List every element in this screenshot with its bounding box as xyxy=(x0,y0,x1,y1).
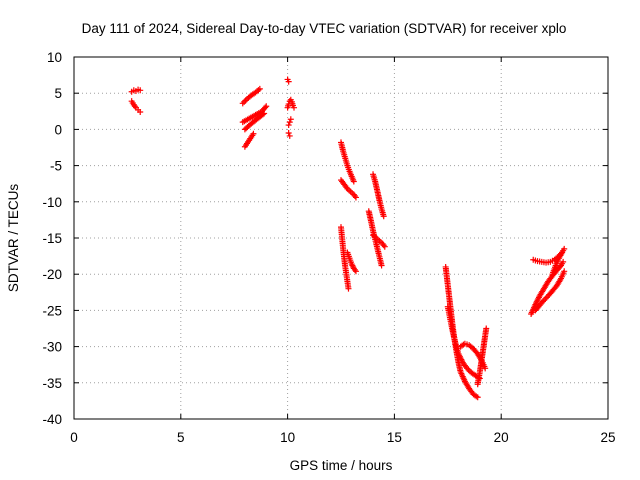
data-point xyxy=(474,394,481,401)
y-axis-label: SDTVAR / TECUs xyxy=(6,184,21,293)
y-tick-label: -5 xyxy=(50,159,62,174)
data-point xyxy=(286,132,293,139)
data-point xyxy=(560,258,567,265)
data-point-interp xyxy=(241,98,248,105)
data-point xyxy=(483,325,490,332)
data-point xyxy=(250,130,257,137)
series-arc-4d xyxy=(344,249,359,275)
series-arc-7d xyxy=(549,245,568,278)
series-arc-7a xyxy=(528,258,567,318)
series-arc-2c xyxy=(241,110,268,133)
data-point xyxy=(381,243,388,250)
x-tick-label: 0 xyxy=(70,430,78,445)
data-point xyxy=(350,178,357,185)
data-point xyxy=(285,130,292,137)
series-arc-7c xyxy=(532,268,568,314)
data-point xyxy=(291,104,298,111)
data-point xyxy=(137,87,144,94)
x-tick-label: 20 xyxy=(494,430,509,445)
series-arc-3a xyxy=(284,96,298,111)
series-arc-4a xyxy=(338,139,357,185)
data-point xyxy=(285,78,292,85)
x-axis-label: GPS time / hours xyxy=(290,458,393,473)
series-arc-2a xyxy=(239,85,263,107)
data-point xyxy=(285,122,292,129)
data-point xyxy=(256,85,263,92)
series-arc-4b xyxy=(338,177,359,201)
series-arc-3d xyxy=(285,130,293,139)
series-arc-5c xyxy=(370,232,388,250)
axis-ticks: 0 5 10 15 20 25 10 5 0 -5 -10 -15 -20 -25 -30 -35 -40 xyxy=(42,50,615,445)
data-point xyxy=(239,100,246,107)
y-tick-label: -20 xyxy=(42,267,62,282)
data-point-interp xyxy=(259,111,266,118)
data-points xyxy=(128,76,568,401)
data-point xyxy=(287,116,294,123)
data-point xyxy=(561,268,568,275)
series-arc-6a xyxy=(442,263,481,401)
y-tick-label: 10 xyxy=(47,50,62,65)
series-arc-2d xyxy=(241,130,257,150)
y-tick-label: -30 xyxy=(42,340,62,355)
x-tick-label: 15 xyxy=(387,430,402,445)
data-point xyxy=(352,194,359,201)
y-tick-label: -25 xyxy=(42,303,62,318)
series-arc-3b xyxy=(285,116,294,129)
data-point-interp xyxy=(262,104,269,111)
y-tick-label: -35 xyxy=(42,376,62,391)
series-arc-4c xyxy=(338,224,352,292)
grid xyxy=(74,57,608,419)
data-point xyxy=(137,109,144,116)
series-arc-1a xyxy=(128,86,144,95)
data-point xyxy=(261,110,268,117)
y-tick-label: 0 xyxy=(54,122,62,137)
data-point xyxy=(345,285,352,292)
series-arc-3c xyxy=(284,76,292,85)
data-point xyxy=(263,103,270,110)
series-arc-6d xyxy=(474,325,490,388)
y-tick-label: 5 xyxy=(54,86,62,101)
series-arc-6b xyxy=(444,303,483,382)
y-tick-label: -40 xyxy=(42,412,62,427)
x-tick-label: 25 xyxy=(600,430,615,445)
series-arc-1b xyxy=(128,98,144,116)
plot-frame xyxy=(73,56,609,420)
series-arc-5a xyxy=(370,171,387,220)
chart-title: Day 111 of 2024, Sidereal Day-to-day VTE… xyxy=(82,21,567,36)
data-point xyxy=(286,119,293,126)
x-tick-label: 10 xyxy=(280,430,295,445)
data-point xyxy=(561,245,568,252)
data-point xyxy=(352,268,359,275)
data-point xyxy=(380,213,387,220)
y-tick-label: -10 xyxy=(42,195,62,210)
data-point xyxy=(378,262,385,269)
y-tick-label: -15 xyxy=(42,231,62,246)
x-tick-label: 5 xyxy=(177,430,185,445)
